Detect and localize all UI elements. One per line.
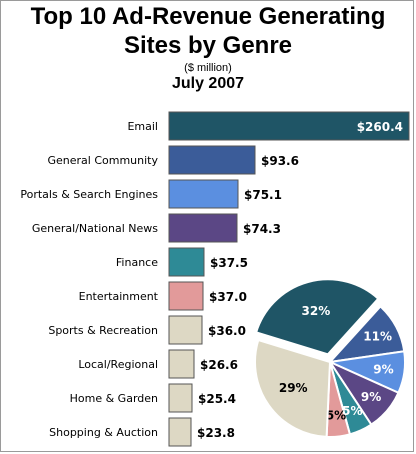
bar-4 — [168, 213, 238, 243]
pie-slice-1 — [254, 278, 380, 356]
bar-10 — [168, 417, 192, 447]
bar-3 — [168, 179, 239, 209]
pie-label-5: 5% — [342, 404, 362, 418]
category-label-7: Sports & Recreation — [48, 324, 158, 337]
chart-title: Top 10 Ad-Revenue Generating Sites by Ge… — [0, 2, 416, 60]
value-label-1: $260.4 — [357, 120, 403, 134]
bar-9 — [168, 383, 193, 413]
category-label-8: Local/Regional — [78, 358, 158, 371]
value-label-4: $74.3 — [243, 222, 281, 236]
value-label-6: $37.0 — [209, 290, 247, 304]
category-label-1: Email — [127, 120, 158, 133]
bar-1 — [168, 111, 410, 141]
category-label-9: Home & Garden — [70, 392, 158, 405]
value-label-9: $25.4 — [198, 392, 236, 406]
value-label-2: $93.6 — [261, 154, 299, 168]
chart-date: July 2007 — [171, 75, 245, 92]
value-label-7: $36.0 — [208, 324, 246, 338]
chart-subtitle: ($ million) — [184, 62, 232, 74]
pie-label-4: 9% — [361, 390, 381, 404]
value-label-10: $23.8 — [197, 426, 235, 440]
bar-5 — [168, 247, 205, 277]
category-label-10: Shopping & Auction — [49, 426, 158, 439]
pie-label-6: 5% — [326, 409, 346, 423]
bar-2 — [168, 145, 256, 175]
bar-7 — [168, 315, 203, 345]
pie-label-7: 29% — [279, 381, 308, 395]
value-label-8: $26.6 — [200, 358, 238, 372]
category-label-3: Portals & Search Engines — [20, 188, 158, 201]
value-label-3: $75.1 — [244, 188, 282, 202]
category-label-6: Entertainment — [79, 290, 159, 303]
pie-label-2: 11% — [363, 330, 392, 344]
category-label-2: General Community — [47, 154, 158, 167]
pie-slice-7 — [254, 338, 332, 438]
category-label-5: Finance — [116, 256, 158, 269]
pie-label-1: 32% — [302, 304, 331, 318]
bar-6 — [168, 281, 204, 311]
value-label-5: $37.5 — [210, 256, 248, 270]
bar-8 — [168, 349, 195, 379]
pie-label-3: 9% — [373, 363, 393, 377]
chart-title-line1: Top 10 Ad-Revenue Generating — [30, 3, 386, 30]
chart-title-line2: Sites by Genre — [123, 32, 293, 59]
category-label-4: General/National News — [32, 222, 158, 235]
